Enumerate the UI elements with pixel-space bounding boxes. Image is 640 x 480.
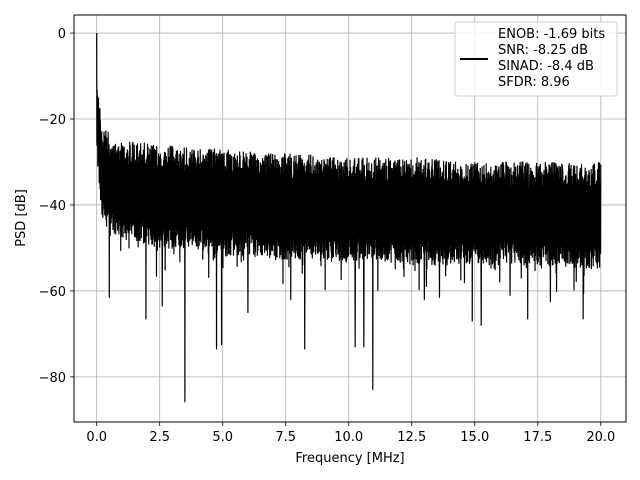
y-tick-label: −80 [39,371,66,386]
x-axis-label: Frequency [MHz] [295,451,404,466]
legend-entry: ENOB: -1.69 bits [498,27,605,42]
x-tick-label: 15.0 [460,430,489,445]
y-tick-label: −60 [39,285,66,300]
y-tick-label: 0 [58,27,66,42]
legend-entry: SNR: -8.25 dB [498,43,588,58]
x-tick-label: 20.0 [586,430,615,445]
y-tick-label: −40 [39,199,66,214]
x-tick-label: 10.0 [334,430,363,445]
x-tick-label: 0.0 [86,430,107,445]
y-axis-label: PSD [dB] [14,189,29,247]
legend-entry: SFDR: 8.96 [498,75,570,90]
x-axis-ticks: 0.0 2.5 5.0 7.5 10.0 12.5 15.0 17.5 20.0 [86,422,615,445]
x-tick-label: 7.5 [275,430,296,445]
x-tick-label: 5.0 [212,430,233,445]
y-axis-ticks: 0 −20 −40 −60 −80 [39,27,74,386]
x-tick-label: 2.5 [149,430,170,445]
psd-line [96,33,602,403]
psd-trace [96,33,602,403]
y-tick-label: −20 [39,113,66,128]
plot-frame [73,14,627,423]
x-tick-label: 17.5 [523,430,552,445]
x-tick-label: 12.5 [397,430,426,445]
legend-box [454,21,618,97]
legend-entry: SINAD: -8.4 dB [498,59,594,74]
